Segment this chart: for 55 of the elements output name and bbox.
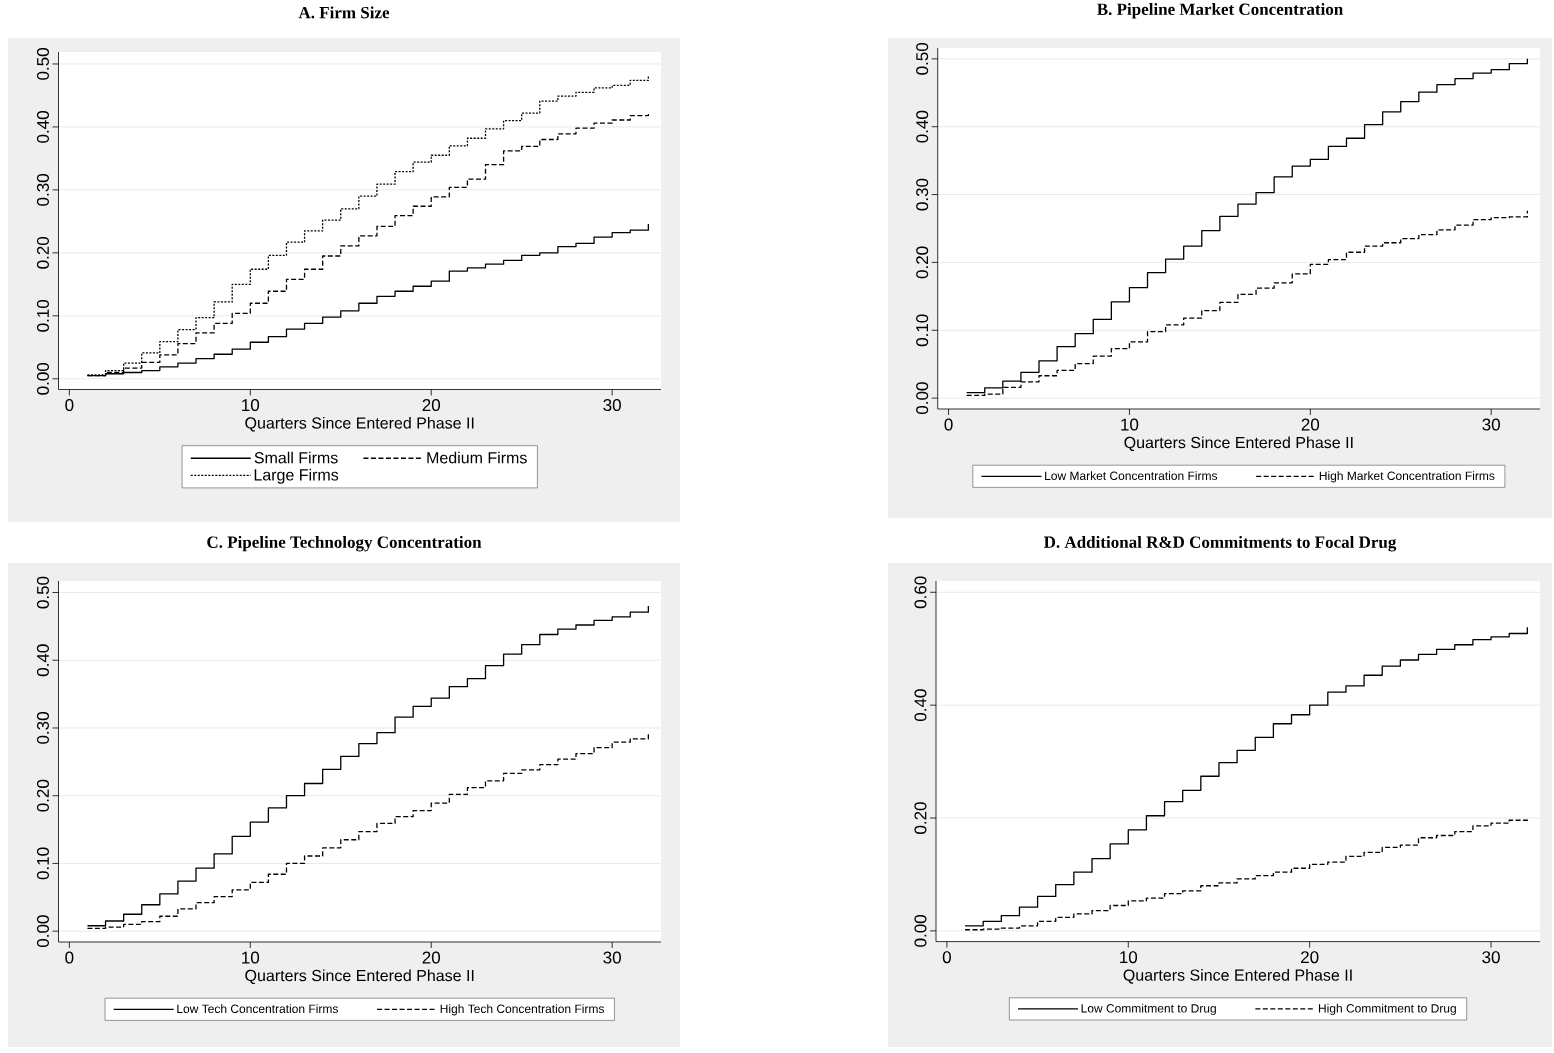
y-tick-label: 0.40 xyxy=(914,689,927,722)
y-tick-label: 0.10 xyxy=(36,299,49,332)
y-tick-label: 0.20 xyxy=(916,246,929,279)
y-tick-label: 0.30 xyxy=(916,178,929,211)
y-tick-label: 0.00 xyxy=(36,915,49,948)
legend-label: High Market Concentration Firms xyxy=(1319,471,1495,483)
legend-label: Low Market Concentration Firms xyxy=(1045,471,1218,480)
y-tick-label: 0.40 xyxy=(36,644,49,677)
x-tick-label: 0 xyxy=(942,951,951,964)
y-tick-label: 0.50 xyxy=(916,42,929,75)
chart-title: C. Pipeline Technology Concentration xyxy=(207,535,482,552)
text: Low Tech Concentration Firms xyxy=(177,1004,338,1014)
y-tick-label: 0.00 xyxy=(916,382,929,415)
chart-title: B. Pipeline Market Concentration xyxy=(1097,3,1343,19)
legend-label: Medium Firms xyxy=(427,451,527,464)
y-tick-label: 0.10 xyxy=(36,847,49,880)
x-axis-title: Quarters Since Entered Phase II xyxy=(1124,436,1353,452)
y-tick-label: 0.30 xyxy=(36,712,49,744)
chart-title: D. Additional R&D Commitments to Focal Drug xyxy=(1043,535,1397,552)
x-tick-label: 30 xyxy=(1482,418,1500,431)
x-tick-label: 10 xyxy=(242,951,260,964)
x-tick-label: 10 xyxy=(242,399,260,412)
x-tick-label: 10 xyxy=(1121,418,1139,431)
x-axis-title: Quarters Since Entered Phase II xyxy=(245,969,474,985)
x-tick-label: 30 xyxy=(1482,951,1500,964)
y-tick-label: 0.00 xyxy=(914,914,927,947)
legend-label: Large Firms xyxy=(254,468,339,484)
x-axis-title: Quarters Since Entered Phase II xyxy=(245,416,474,432)
y-tick-label: 0.50 xyxy=(36,48,49,80)
x-axis-title: Quarters Since Entered Phase II xyxy=(1123,969,1352,984)
y-tick-label: 0.50 xyxy=(36,576,49,609)
legend-label: Low Commitment to Drug xyxy=(1081,1003,1216,1015)
y-tick-label: 0.60 xyxy=(914,576,927,609)
x-tick-label: 20 xyxy=(1301,951,1319,964)
y-tick-label: 0.20 xyxy=(914,802,927,834)
x-tick-label: 20 xyxy=(1301,418,1320,431)
x-tick-label: 0 xyxy=(65,951,74,964)
y-tick-label: 0.30 xyxy=(36,174,49,206)
y-tick-label: 0.00 xyxy=(36,362,49,395)
y-tick-label: 0.20 xyxy=(36,236,49,269)
x-tick-label: 30 xyxy=(603,399,621,412)
legend-label: Small Firms xyxy=(254,451,338,464)
x-tick-label: 20 xyxy=(422,399,441,412)
y-tick-label: 0.40 xyxy=(36,111,49,143)
legend-label: High Commitment to Drug xyxy=(1318,1003,1456,1015)
y-tick-label: 0.40 xyxy=(916,110,929,143)
legend-label: High Tech Concentration Firms xyxy=(440,1004,604,1016)
x-tick-label: 10 xyxy=(1120,951,1138,964)
x-tick-label: 0 xyxy=(65,399,74,412)
y-tick-label: 0.20 xyxy=(36,779,49,812)
chart-title: A. Firm Size xyxy=(298,6,390,19)
x-tick-label: 30 xyxy=(603,951,621,964)
x-tick-label: 20 xyxy=(422,951,441,964)
y-tick-label: 0.10 xyxy=(916,314,929,347)
x-tick-label: 0 xyxy=(944,418,953,431)
